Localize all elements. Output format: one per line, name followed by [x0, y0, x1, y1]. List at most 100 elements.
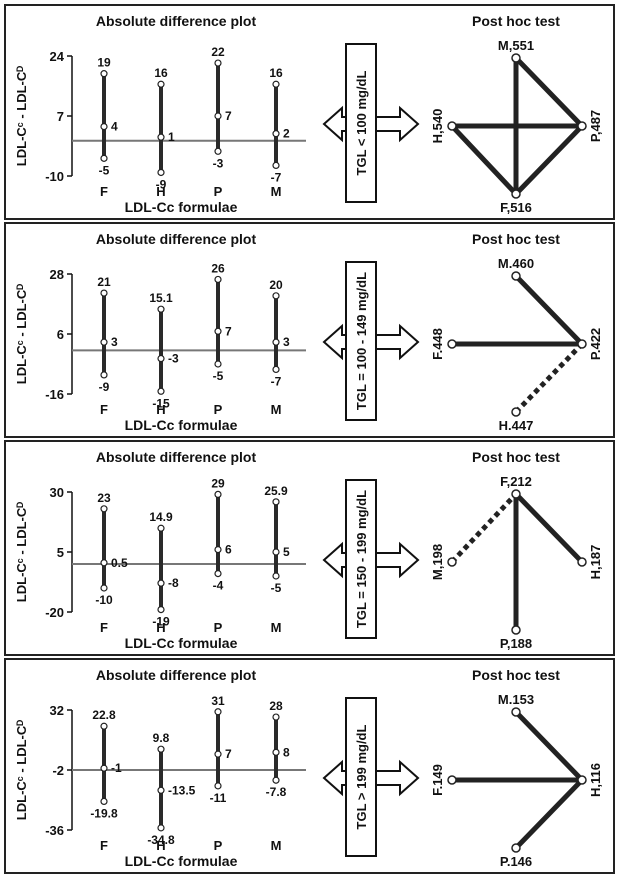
posthoc-node-label: P.422 [588, 328, 603, 360]
mean-point [100, 764, 108, 772]
condition-label: TGL = 100 - 149 mg/dL [354, 272, 369, 410]
chart-panel: Absolute difference plot LDL-Cc formulae L… [4, 222, 615, 438]
mean-point [272, 338, 280, 346]
posthoc-node [447, 775, 457, 785]
y-tick-label: -20 [45, 605, 64, 620]
mean-point [157, 579, 165, 587]
mean-label: 8 [283, 745, 290, 759]
max-point [100, 505, 108, 513]
x-tick-label: P [214, 184, 223, 199]
mean-point [214, 112, 222, 120]
posthoc-node [511, 707, 521, 717]
posthoc-node [511, 271, 521, 281]
mean-point [272, 548, 280, 556]
condition-box [345, 43, 377, 203]
y-tick-label: -16 [45, 387, 64, 402]
min-point [100, 371, 108, 379]
posthoc-node [447, 121, 457, 131]
max-label: 16 [154, 66, 168, 80]
min-point [157, 168, 165, 177]
mean-label: -3 [168, 352, 179, 366]
mean-point [214, 750, 222, 758]
mean-label: 7 [225, 109, 232, 123]
posthoc-edge [450, 492, 518, 564]
mean-point [157, 354, 165, 363]
mean-label: 2 [283, 127, 290, 141]
posthoc-edge [514, 710, 584, 782]
posthoc-node [511, 843, 521, 853]
x-tick-label: M [271, 184, 282, 199]
posthoc-node [511, 625, 521, 635]
condition-label: TGL = 150 - 199 mg/dL [354, 490, 369, 628]
x-tick-label: H [156, 838, 165, 853]
min-point [100, 154, 108, 162]
x-axis-label: LDL-Cc formulae [125, 417, 238, 433]
posthoc-node-label: M,198 [430, 544, 445, 580]
min-point [157, 606, 165, 614]
min-label: -5 [271, 581, 282, 595]
y-tick-label: 5 [57, 545, 64, 560]
y-tick-label: 6 [57, 327, 64, 342]
posthoc-node-label: M,551 [498, 38, 534, 53]
posthoc-title: Post hoc test [472, 231, 560, 247]
x-tick-label: M [271, 838, 282, 853]
mean-label: 7 [225, 747, 232, 761]
x-axis-label: LDL-Cc formulae [125, 199, 238, 215]
max-label: 16 [269, 66, 283, 80]
plot-title: Absolute difference plot [96, 667, 257, 683]
x-tick-label: H [156, 620, 165, 635]
chart-panel: Absolute difference plot LDL-Cc formulae L… [4, 658, 615, 874]
mean-point [214, 327, 222, 335]
posthoc-node-label: F,516 [500, 200, 532, 215]
posthoc-edge [514, 124, 584, 196]
posthoc-node [511, 53, 521, 63]
y-tick-label: 30 [50, 485, 64, 500]
max-point [272, 80, 280, 88]
posthoc-node [577, 557, 587, 567]
posthoc-node-label: F.448 [430, 328, 445, 360]
mean-label: 6 [225, 543, 232, 557]
min-label: -7 [271, 170, 282, 184]
mean-label: 5 [283, 545, 290, 559]
min-point [272, 776, 280, 784]
posthoc-title: Post hoc test [472, 449, 560, 465]
condition-label: TGL > 199 mg/dL [354, 725, 369, 830]
mean-point [100, 338, 108, 346]
posthoc-node [577, 339, 587, 349]
x-tick-label: F [100, 620, 108, 635]
posthoc-edge [514, 778, 584, 850]
min-label: -19.8 [90, 806, 118, 820]
posthoc-node [447, 557, 457, 567]
x-tick-label: H [156, 184, 165, 199]
min-point [214, 570, 222, 578]
min-point [214, 360, 222, 368]
mean-point [100, 122, 108, 131]
x-tick-label: M [271, 402, 282, 417]
max-point [272, 713, 280, 721]
posthoc-node-label: M.153 [498, 692, 534, 707]
y-tick-label: -36 [45, 823, 64, 838]
x-axis-label: LDL-Cc formulae [125, 853, 238, 869]
max-point [272, 292, 280, 300]
posthoc-edge [514, 274, 584, 346]
max-label: 28 [269, 699, 283, 713]
mean-label: 1 [168, 130, 175, 144]
posthoc-node-label: F,212 [500, 474, 532, 489]
chart-panel-svg: Absolute difference plot LDL-Cc formulae L… [14, 449, 603, 651]
posthoc-node [577, 121, 587, 131]
min-point [157, 387, 165, 395]
posthoc-node-label: P,487 [588, 110, 603, 142]
min-point [272, 365, 280, 374]
posthoc-node [511, 189, 521, 199]
max-label: 19 [97, 56, 111, 70]
max-label: 22 [211, 45, 225, 59]
min-label: -5 [213, 369, 224, 383]
plot-title: Absolute difference plot [96, 13, 257, 29]
posthoc-node-label: P.146 [500, 854, 532, 869]
posthoc-title: Post hoc test [472, 13, 560, 29]
min-label: -7 [271, 374, 282, 388]
posthoc-node [511, 489, 521, 499]
max-label: 9.8 [153, 731, 170, 745]
min-label: -7.8 [266, 785, 287, 799]
max-point [214, 708, 222, 716]
